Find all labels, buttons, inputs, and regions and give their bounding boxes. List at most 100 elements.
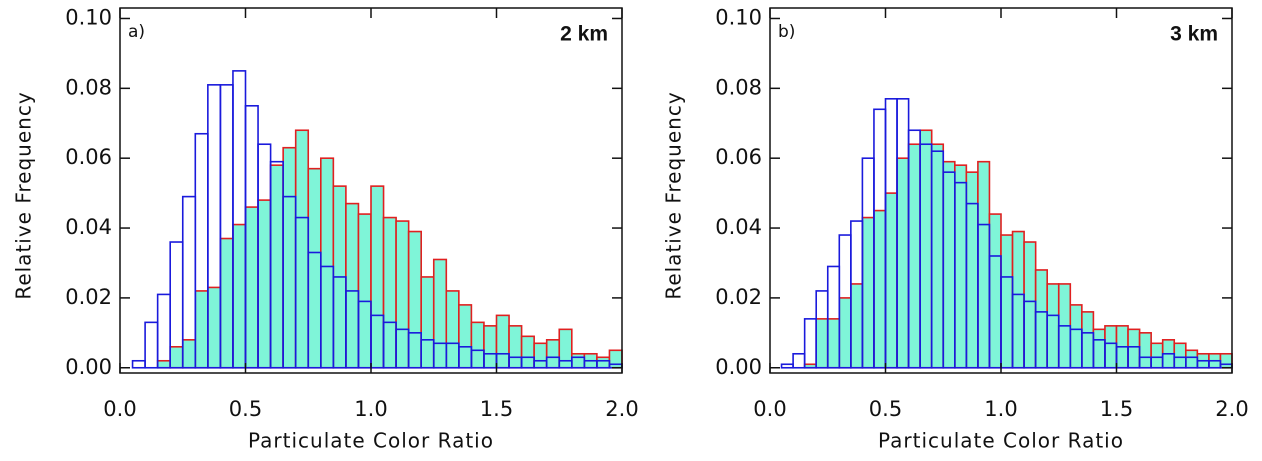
histogram-bar (850, 283, 864, 369)
x-axis-label: Particulate Color Ratio (878, 429, 1124, 453)
histogram-bar (420, 276, 435, 369)
histogram-bar (269, 164, 284, 369)
x-tick-label: 0.5 (229, 397, 262, 421)
histogram-bar (930, 143, 945, 369)
histogram-bar (1069, 304, 1083, 369)
histogram-bar (1219, 352, 1233, 369)
histogram-bar (1185, 349, 1199, 369)
histogram-bar (896, 157, 910, 369)
histogram-bar (508, 325, 523, 369)
x-tick-label: 0.0 (753, 397, 786, 421)
histogram-bar (156, 359, 171, 369)
histogram-bar (294, 129, 310, 369)
histogram-bar (1034, 269, 1049, 369)
y-tick-label: 0.00 (65, 355, 112, 379)
histogram-bar (307, 167, 322, 369)
histogram-bar (838, 297, 852, 369)
histogram-bar (395, 220, 410, 369)
x-tick-label: 2.0 (1215, 397, 1248, 421)
histogram-bar (407, 230, 422, 369)
annotation: 2 km (560, 23, 608, 46)
histogram-bar (483, 325, 498, 369)
histogram-bar (219, 237, 234, 369)
y-tick-label: 0.08 (715, 75, 762, 99)
histogram-bar (232, 223, 247, 369)
histogram-bar (1150, 342, 1164, 369)
histogram-bar (884, 192, 898, 369)
histogram-bar (207, 286, 222, 369)
histogram-bar (319, 157, 335, 369)
y-tick-label: 0.04 (65, 215, 112, 239)
histogram-bar (533, 342, 548, 369)
histogram-bar (144, 321, 159, 369)
histogram-bar (156, 293, 171, 369)
histogram-bar (1138, 332, 1152, 369)
x-tick-label: 0.5 (869, 397, 902, 421)
histogram-bar (432, 258, 448, 369)
histogram-bar (907, 143, 921, 369)
histogram-bar (357, 213, 372, 369)
histogram-bar (244, 206, 259, 369)
histogram-bar (282, 146, 297, 369)
histogram-bar (1000, 234, 1014, 369)
histogram-bar (558, 328, 573, 369)
y-tick-label: 0.10 (715, 5, 762, 29)
histogram-bar (345, 202, 360, 369)
histogram-bar (1127, 328, 1141, 369)
y-tick-label: 0.00 (715, 355, 762, 379)
histogram-bar (942, 160, 956, 369)
histogram-bar (445, 290, 460, 369)
histogram-bar (1081, 311, 1095, 369)
x-tick-label: 2.0 (605, 397, 638, 421)
y-axis-label: Relative Frequency (12, 91, 36, 299)
histogram-bar (1011, 230, 1025, 369)
histogram-bar (792, 352, 806, 369)
y-tick-label: 0.08 (65, 75, 112, 99)
histogram-bar (495, 314, 510, 369)
x-tick-label: 1.5 (1100, 397, 1133, 421)
y-tick-label: 0.04 (715, 215, 762, 239)
histogram-bar (977, 160, 991, 369)
annotation: 3 km (1170, 23, 1218, 46)
x-tick-label: 0.0 (103, 397, 136, 421)
panel-label: b) (778, 22, 795, 42)
histogram-bar (1046, 283, 1060, 369)
x-tick-label: 1.0 (984, 397, 1017, 421)
y-tick-label: 0.06 (65, 145, 112, 169)
histogram-bar (470, 321, 485, 369)
histogram-bar (780, 363, 794, 369)
histogram-bar (953, 164, 968, 369)
histogram-bar (382, 216, 397, 369)
histogram-bar (131, 359, 146, 369)
histogram-bar (194, 290, 209, 369)
histogram-bar (1092, 328, 1106, 369)
y-axis-label: Relative Frequency (662, 91, 686, 299)
y-tick-label: 0.10 (65, 5, 112, 29)
x-axis-label: Particulate Color Ratio (248, 429, 494, 453)
histogram-bar (169, 346, 184, 369)
histogram-bar (815, 318, 829, 369)
histogram-bar (1023, 241, 1037, 369)
y-tick-label: 0.06 (715, 145, 762, 169)
histogram-bar (988, 213, 1002, 369)
x-tick-label: 1.5 (480, 397, 513, 421)
histogram-bar (257, 199, 272, 369)
histogram-bar (545, 339, 561, 369)
histogram-bar (520, 335, 535, 369)
x-tick-label: 1.0 (354, 397, 387, 421)
histogram-bar (861, 216, 875, 369)
histogram-bar (1173, 342, 1187, 369)
panel-label: a) (128, 22, 145, 42)
y-tick-label: 0.02 (715, 285, 762, 309)
histogram-bar (919, 129, 933, 369)
histogram-bar (458, 304, 473, 369)
histogram-bar (873, 209, 887, 369)
histogram-bar (965, 171, 979, 369)
histogram-bar (370, 185, 385, 369)
histogram-bar (826, 318, 841, 369)
histogram-bar (803, 318, 818, 369)
histogram-bar (608, 349, 623, 369)
y-tick-label: 0.02 (65, 285, 112, 309)
histogram-bar (570, 352, 586, 369)
